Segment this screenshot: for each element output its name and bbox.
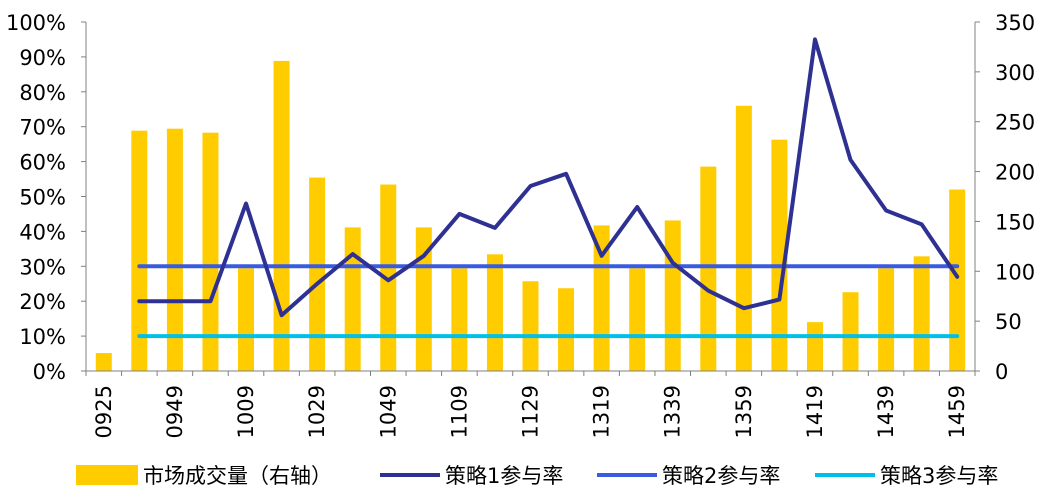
volume-bar: [380, 184, 397, 371]
x-tick-label: 1009: [234, 385, 258, 438]
volume-bar: [913, 256, 930, 371]
volume-bar: [344, 227, 361, 371]
legend-label-strategy-2: 策略2参与率: [662, 464, 780, 488]
left-tick-label: 20%: [19, 290, 66, 314]
x-tick-label: 1129: [519, 385, 543, 438]
x-axis-ticks: 0925 0949 1009 1029 1049 1109 1129 1319 1339 1359…: [85, 371, 976, 438]
x-tick-label: 1029: [305, 385, 329, 438]
left-tick-label: 0%: [33, 360, 66, 384]
right-tick-label: 300: [995, 61, 1035, 85]
volume-bar: [166, 128, 183, 371]
right-tick-label: 0: [995, 360, 1008, 384]
right-tick-label: 100: [995, 260, 1035, 284]
series-line-strategy-1: [137, 37, 960, 318]
volume-bar: [451, 268, 468, 371]
legend-label-volume: 市场成交量（右轴）: [143, 464, 332, 488]
left-tick-label: 10%: [19, 325, 66, 349]
x-tick-label: 0949: [163, 385, 187, 438]
volume-bars: [95, 60, 966, 371]
volume-bar: [202, 132, 219, 371]
volume-bar: [842, 292, 859, 371]
participation-lines: [137, 37, 960, 339]
x-tick-label: 1359: [732, 385, 756, 438]
volume-bar: [735, 105, 752, 371]
x-tick-label: 1049: [376, 385, 400, 438]
right-tick-label: 350: [995, 11, 1035, 35]
left-axis-ticks: 0% 10% 20% 30% 40% 50% 60% 70% 80% 90% 100%: [6, 11, 86, 384]
right-tick-label: 250: [995, 111, 1035, 135]
legend-swatch-volume: [76, 465, 138, 485]
x-tick-label: 1459: [945, 385, 969, 438]
left-tick-label: 70%: [19, 116, 66, 140]
volume-bar: [273, 60, 290, 371]
volume-bar: [771, 139, 788, 371]
x-tick-label: 1439: [874, 385, 898, 438]
left-tick-label: 30%: [19, 255, 66, 279]
volume-bar: [629, 268, 646, 371]
right-axis-ticks: 0 50 100 150 200 250 300 350: [975, 11, 1035, 384]
legend-label-strategy-3: 策略3参与率: [880, 464, 998, 488]
left-tick-label: 60%: [19, 151, 66, 175]
volume-bar: [878, 268, 895, 371]
left-tick-label: 100%: [6, 11, 66, 35]
x-tick-label: 1419: [803, 385, 827, 438]
x-tick-label: 0925: [92, 385, 116, 438]
right-tick-label: 150: [995, 210, 1035, 234]
legend-label-strategy-1: 策略1参与率: [445, 464, 563, 488]
volume-bar: [486, 254, 503, 371]
right-tick-label: 50: [995, 310, 1022, 334]
volume-bar: [700, 166, 717, 371]
legend: 市场成交量（右轴） 策略1参与率 策略2参与率 策略3参与率: [76, 464, 998, 488]
volume-bar: [806, 322, 823, 371]
x-tick-label: 1109: [447, 385, 471, 438]
left-tick-label: 90%: [19, 46, 66, 70]
left-tick-label: 50%: [19, 186, 66, 210]
right-tick-label: 200: [995, 161, 1035, 185]
left-tick-label: 80%: [19, 81, 66, 105]
volume-bar: [664, 220, 681, 371]
volume-bar: [131, 130, 148, 371]
volume-bar: [949, 189, 966, 371]
volume-bar: [238, 268, 255, 371]
volume-bar: [95, 353, 112, 371]
volume-bar: [309, 177, 326, 371]
x-tick-label: 1339: [661, 385, 685, 438]
volume-bar: [522, 281, 539, 371]
left-tick-label: 40%: [19, 220, 66, 244]
volume-bar: [558, 288, 575, 371]
x-tick-label: 1319: [590, 385, 614, 438]
